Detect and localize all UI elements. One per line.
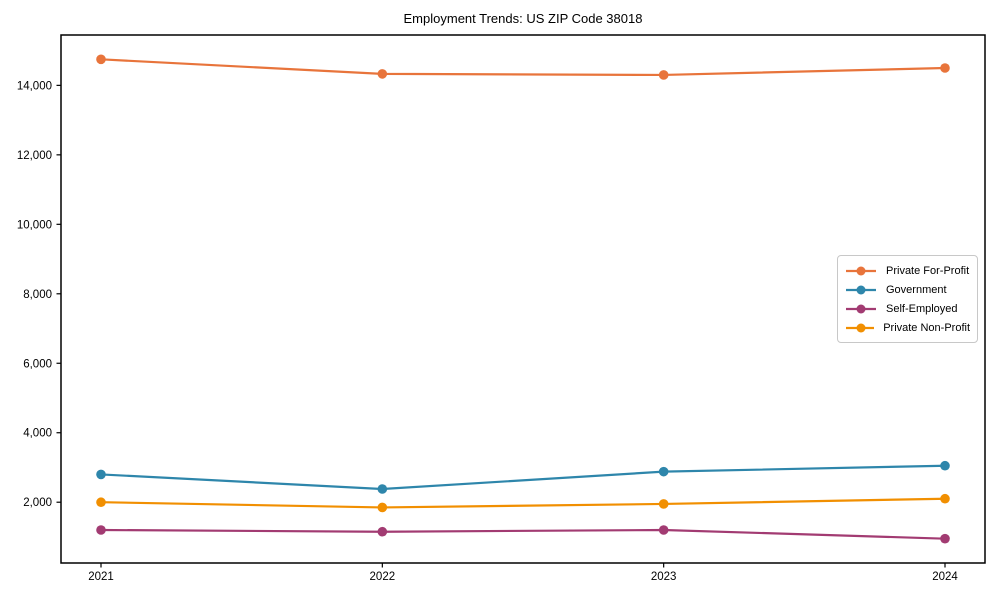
- legend-marker-private-for-profit: [846, 266, 876, 275]
- series-line-private-non-profit: [100, 497, 946, 509]
- series-line-government: [100, 464, 946, 491]
- series-point-private-for-profit-2024: [940, 63, 950, 73]
- series-point-private-for-profit-2021: [96, 54, 106, 65]
- series-point-private-non-profit-2021: [96, 497, 106, 508]
- series-point-private-for-profit-2023: [658, 70, 669, 80]
- y-tick-label: 2,000: [23, 497, 52, 509]
- series-point-self-employed-2023: [658, 525, 669, 535]
- x-tick-label: 2024: [932, 571, 958, 583]
- series-line-private-for-profit: [100, 58, 946, 77]
- legend-marker-dot: [856, 304, 866, 313]
- legend-item-private-for-profit: Private For-Profit: [845, 261, 970, 280]
- legend-label: Private For-Profit: [886, 264, 970, 277]
- series-point-government-2021: [96, 469, 106, 480]
- x-tick-label: 2022: [370, 571, 396, 583]
- legend-item-self-employed: Self-Employed: [845, 299, 970, 318]
- legend-marker-government: [846, 285, 876, 294]
- legend-marker-dot: [856, 323, 866, 332]
- series-point-government-2022: [377, 484, 388, 494]
- legend-marker-private-non-profit: [846, 323, 875, 332]
- x-tick-label: 2023: [651, 571, 677, 583]
- y-tick-label: 12,000: [17, 150, 52, 162]
- legend-marker-dot: [856, 285, 866, 294]
- legend-marker-dot: [856, 266, 866, 275]
- legend-item-private-non-profit: Private Non-Profit: [845, 318, 970, 337]
- x-tick-label: 2021: [88, 571, 114, 583]
- legend-label: Self-Employed: [886, 302, 958, 315]
- y-tick-label: 10,000: [17, 219, 52, 231]
- series-point-self-employed-2022: [377, 526, 388, 537]
- y-tick-label: 4,000: [23, 428, 52, 440]
- y-tick-label: 6,000: [23, 358, 52, 370]
- series-point-government-2024: [940, 460, 950, 471]
- y-tick-label: 8,000: [23, 289, 52, 301]
- series-point-private-non-profit-2024: [940, 493, 950, 504]
- series-point-private-for-profit-2022: [377, 69, 388, 79]
- series-point-private-non-profit-2023: [658, 499, 669, 509]
- legend-label: Government: [886, 283, 947, 296]
- legend-item-government: Government: [845, 280, 970, 299]
- legend-marker-self-employed: [846, 304, 876, 313]
- axes-frame: [60, 34, 986, 564]
- series-point-self-employed-2021: [96, 525, 106, 535]
- legend: Private For-Profit Government Self-Employe…: [837, 255, 978, 343]
- series-point-private-non-profit-2022: [377, 502, 388, 513]
- series-point-government-2023: [658, 466, 669, 477]
- series-line-self-employed: [100, 528, 946, 540]
- y-tick-label: 14,000: [17, 80, 52, 92]
- chart-title: Employment Trends: US ZIP Code 38018: [403, 11, 643, 26]
- series-point-self-employed-2024: [940, 533, 950, 544]
- legend-label: Private Non-Profit: [883, 321, 970, 334]
